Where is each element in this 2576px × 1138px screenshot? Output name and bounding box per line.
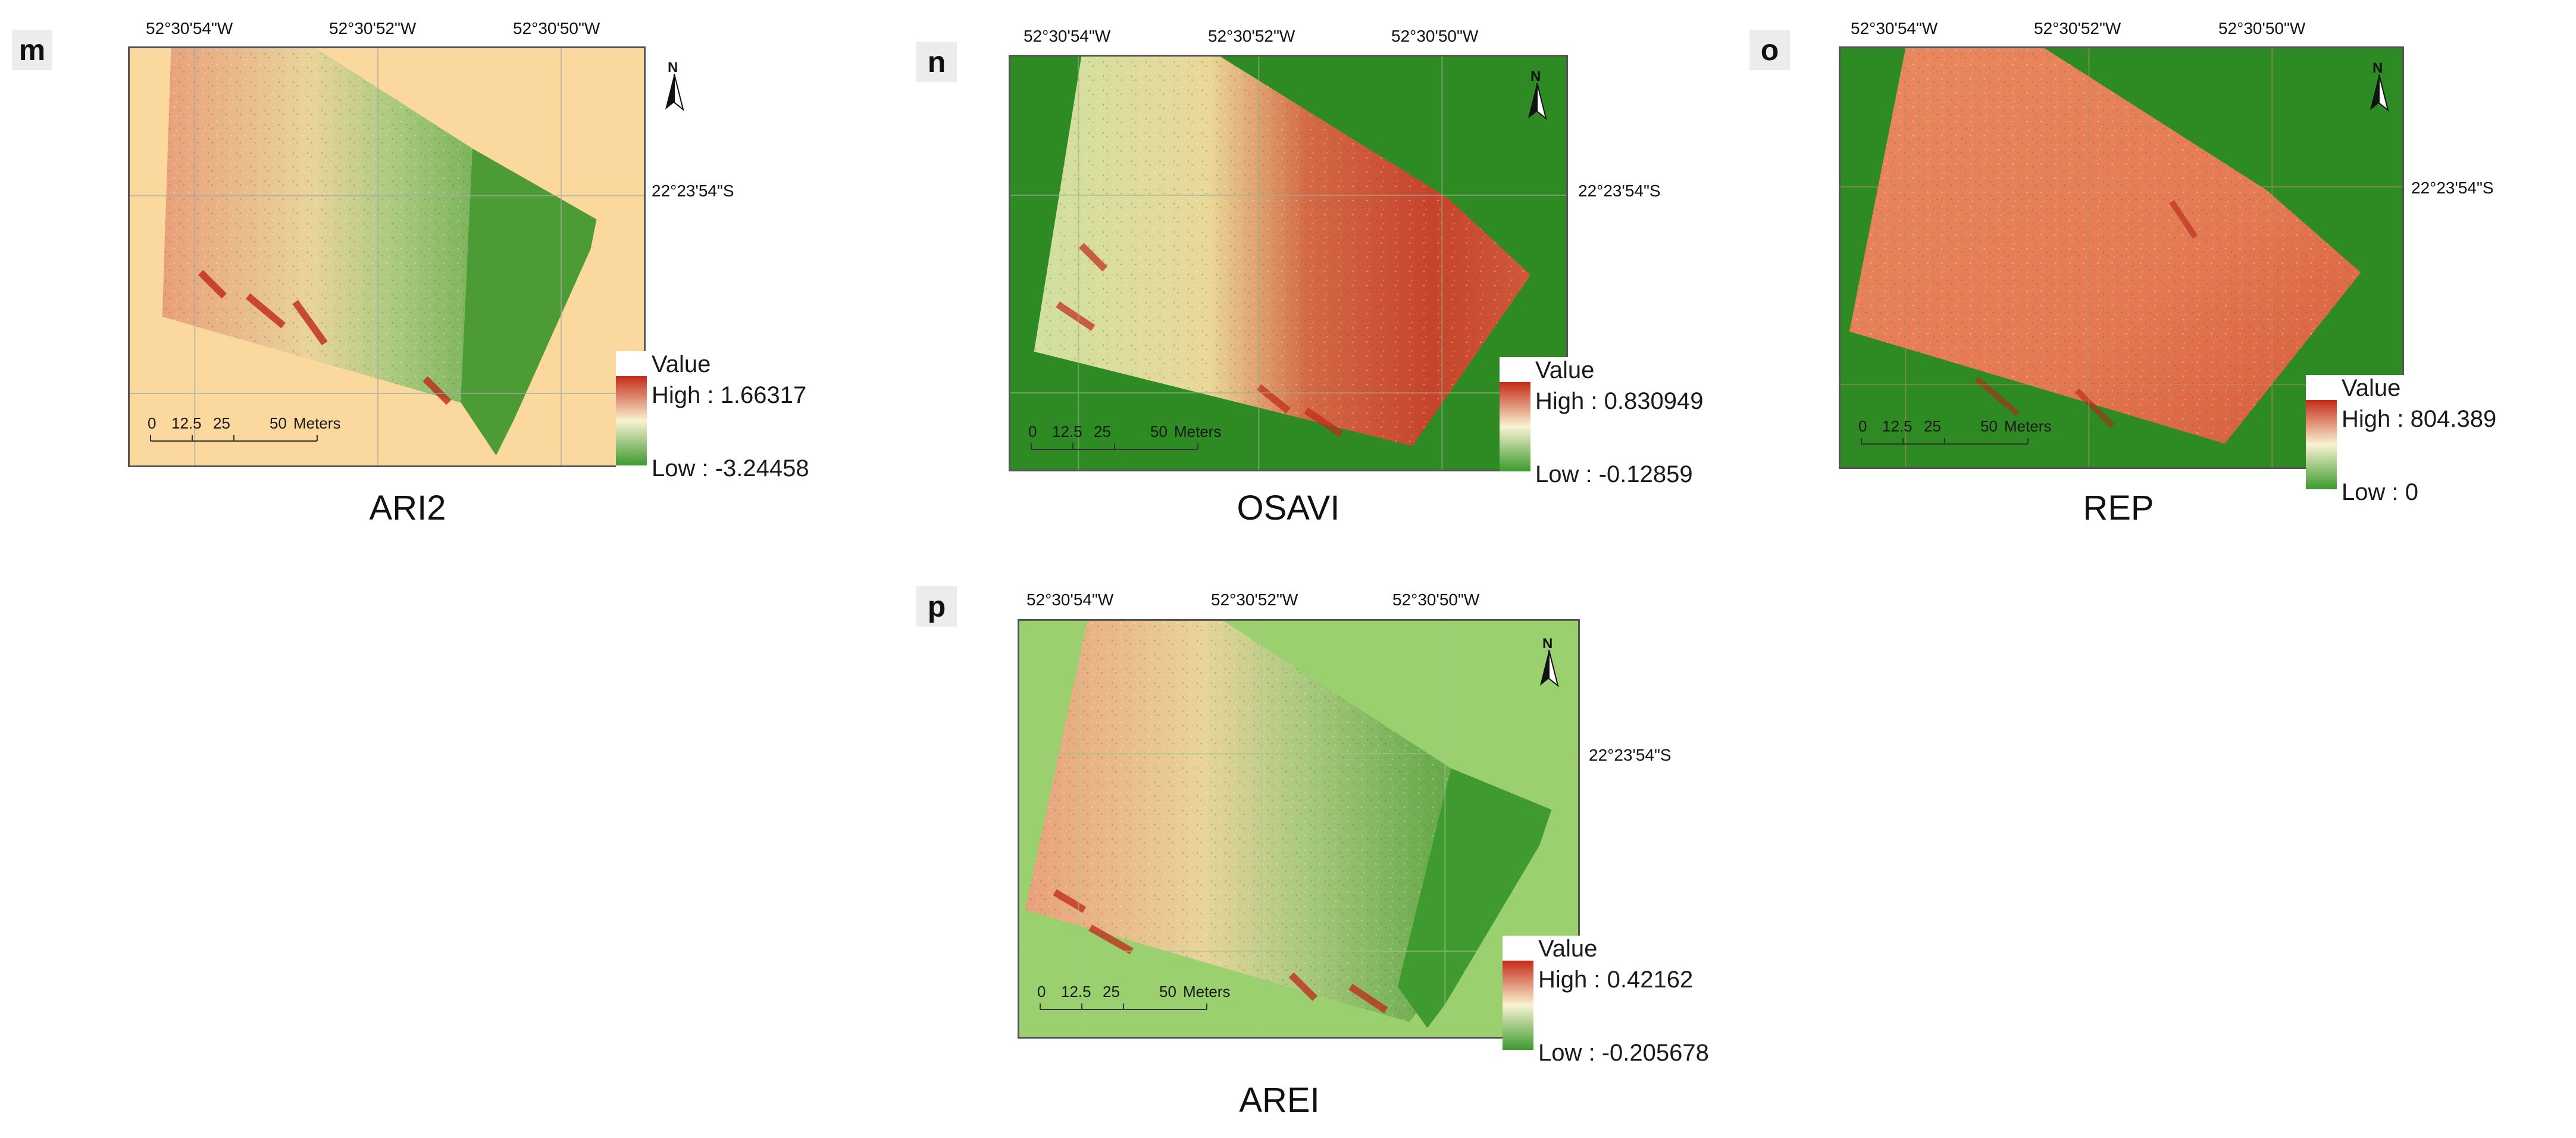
- legend-title: Value: [2342, 375, 2401, 401]
- scale-ruler: [150, 435, 318, 442]
- scale-label: 50: [270, 414, 287, 432]
- longitude-label: 52°30'54"W: [146, 19, 233, 37]
- scale-bar: 0 12.5 25 50 Meters: [1028, 423, 1222, 458]
- legend: Value High : 0.830949 Low : -0.12859: [1500, 357, 1767, 494]
- scale-label: 12.5: [171, 414, 202, 432]
- legend-low: Low : -0.12859: [1535, 461, 1693, 487]
- scale-label: 25: [213, 414, 230, 432]
- graticule: [1010, 57, 1566, 470]
- legend-high: High : 0.830949: [1535, 388, 1704, 414]
- north-label: N: [2372, 60, 2383, 76]
- scale-label: 25: [1094, 423, 1111, 440]
- legend-low: Low : 0: [2342, 479, 2418, 505]
- map-frame: 0 12.5 25 50 Meters N: [1018, 619, 1580, 1039]
- map-panel-n: n 52°30'54"W 52°30'52"W 52°30'50"W 22°23…: [916, 0, 1767, 536]
- north-arrow-icon: N: [1522, 68, 1552, 122]
- longitude-label: 52°30'50"W: [1391, 27, 1479, 45]
- legend: Value High : 804.389 Low : 0: [2306, 375, 2574, 512]
- legend-color-ramp: [1500, 382, 1530, 471]
- longitude-label: 52°30'54"W: [1026, 590, 1114, 609]
- scale-label: 0: [1037, 983, 1046, 1001]
- legend-high: High : 1.66317: [652, 382, 807, 408]
- scale-label: 50: [1980, 417, 1998, 435]
- map-panel-m: m 52°30'54"W 52°30'52"W 52°30'50"W 22°23…: [0, 0, 893, 536]
- north-label: N: [668, 60, 678, 76]
- field-raster-texture: [1849, 48, 2361, 444]
- panel-letter: p: [916, 586, 957, 627]
- panel-letter: o: [1749, 30, 1790, 70]
- legend: Value High : 0.42162 Low : -0.205678: [1503, 936, 1770, 1073]
- legend-title: Value: [1538, 936, 1598, 962]
- index-caption: ARI2: [369, 489, 446, 527]
- scale-bar: 0 12.5 25 50 Meters: [1037, 983, 1231, 1018]
- index-caption: AREI: [1239, 1081, 1320, 1120]
- scale-unit: Meters: [293, 414, 341, 432]
- field-raster-texture: [1034, 57, 1531, 446]
- north-arrow-icon: N: [659, 60, 689, 113]
- longitude-label: 52°30'54"W: [1851, 19, 1938, 37]
- legend-color-ramp: [616, 376, 647, 465]
- legend-high: High : 0.42162: [1538, 967, 1694, 993]
- map-frame: 0 12.5 25 50 Meters N: [1009, 55, 1568, 471]
- legend-high: High : 804.389: [2342, 406, 2497, 432]
- scale-bar: 0 12.5 25 50 Meters: [148, 414, 341, 450]
- scale-label: 0: [148, 414, 156, 432]
- scale-label: 50: [1150, 423, 1168, 440]
- field-raster-texture: [1025, 621, 1534, 1023]
- scale-label: 25: [1924, 417, 1941, 435]
- index-caption: REP: [2083, 489, 2154, 527]
- field-edge: [461, 148, 597, 456]
- scale-unit: Meters: [2004, 417, 2052, 435]
- scale-label: 0: [1028, 423, 1037, 440]
- longitude-label: 52°30'52"W: [1208, 27, 1295, 45]
- scale-bar: 0 12.5 25 50 Meters: [1858, 417, 2052, 453]
- north-label: N: [1542, 636, 1553, 652]
- panel-letter: n: [916, 42, 957, 82]
- index-caption: OSAVI: [1237, 489, 1340, 527]
- longitude-label: 52°30'54"W: [1023, 27, 1111, 45]
- latitude-label: 22°23'54"S: [2411, 179, 2494, 197]
- legend-color-ramp: [2306, 400, 2337, 489]
- latitude-label: 22°23'54"S: [1578, 182, 1661, 200]
- legend-title: Value: [652, 351, 711, 377]
- map-panel-o: o 52°30'54"W 52°30'52"W 52°30'50"W 22°23…: [1749, 0, 2576, 536]
- north-arrow-icon: N: [1534, 636, 1564, 689]
- longitude-label: 52°30'52"W: [2034, 19, 2121, 37]
- scale-ruler: [1040, 1003, 1207, 1010]
- latitude-label: 22°23'54"S: [652, 182, 734, 200]
- legend-low: Low : -0.205678: [1538, 1040, 1709, 1066]
- map-frame: 0 12.5 25 50 Meters: [128, 46, 646, 467]
- scale-ruler: [1861, 438, 2029, 445]
- map-panel-p: p 52°30'54"W 52°30'52"W 52°30'50"W 22°23…: [916, 571, 1770, 1138]
- scale-label: 50: [1159, 983, 1176, 1001]
- scale-ruler: [1031, 443, 1198, 450]
- scale-label: 12.5: [1061, 983, 1091, 1001]
- graticule: [1019, 621, 1578, 1037]
- longitude-label: 52°30'50"W: [1392, 590, 1480, 609]
- legend-color-ramp: [1503, 961, 1533, 1050]
- legend-low: Low : -3.24458: [652, 455, 809, 482]
- north-label: N: [1530, 68, 1541, 85]
- field-red-stripes: [1056, 243, 1344, 437]
- panel-letter: m: [12, 30, 52, 70]
- scale-unit: Meters: [1174, 423, 1222, 440]
- latitude-label: 22°23'54"S: [1589, 746, 1672, 764]
- field-red-stripes: [1053, 889, 1388, 1014]
- north-arrow-icon: N: [2364, 60, 2394, 114]
- scale-label: 0: [1858, 417, 1867, 435]
- longitude-label: 52°30'52"W: [329, 19, 417, 37]
- longitude-label: 52°30'50"W: [2218, 19, 2306, 37]
- field-red-stripes: [198, 270, 452, 405]
- scale-label: 12.5: [1052, 423, 1082, 440]
- graticule: [130, 48, 644, 465]
- scale-label: 25: [1103, 983, 1120, 1001]
- legend: Value High : 1.66317 Low : -3.24458: [616, 351, 884, 488]
- legend-title: Value: [1535, 357, 1595, 383]
- field-edge: [1397, 768, 1552, 1028]
- scale-label: 12.5: [1882, 417, 1913, 435]
- longitude-label: 52°30'50"W: [513, 19, 600, 37]
- scale-unit: Meters: [1183, 983, 1231, 1001]
- longitude-label: 52°30'52"W: [1211, 590, 1298, 609]
